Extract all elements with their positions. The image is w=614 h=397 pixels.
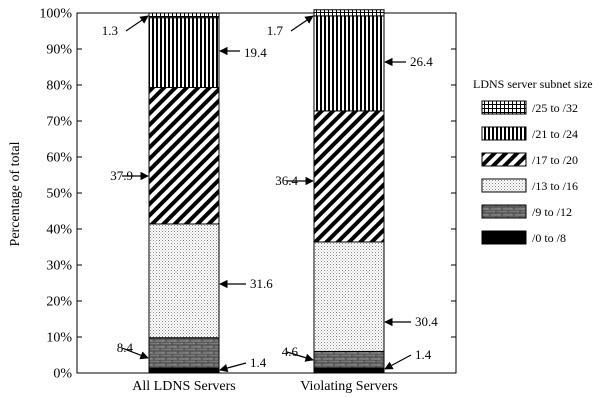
bar-segment-all-3 [148, 87, 220, 225]
y-tick-label: 10% [46, 331, 72, 346]
y-tick-label: 80% [46, 79, 72, 94]
annotation-label: 31.6 [250, 276, 273, 291]
annotation-arrow [121, 347, 149, 360]
legend-swatch [481, 204, 527, 219]
bar-segment-violating-2 [313, 241, 385, 352]
bar-segment-violating-3 [313, 110, 385, 243]
y-tick-label: 50% [46, 187, 72, 202]
annotation-arrow [384, 354, 412, 370]
legend: LDNS server subnet size /25 to /32/21 to… [473, 77, 593, 245]
bar-segment-all-1 [148, 337, 220, 369]
legend-title: LDNS server subnet size [473, 77, 593, 91]
legend-label: /9 to /12 [532, 205, 572, 219]
legend-label: /17 to /20 [532, 153, 578, 167]
annotation-label: 4.6 [282, 344, 299, 359]
y-tick-label: 40% [46, 223, 72, 238]
plot-axes [76, 12, 457, 374]
bar-segment-violating-5 [313, 9, 385, 17]
bar-segment-all-0 [148, 367, 220, 374]
legend-label: /0 to /8 [532, 231, 566, 245]
annotation-label: 26.4 [410, 54, 433, 69]
bar-segment-violating-4 [313, 15, 385, 112]
legend-swatch [481, 178, 527, 193]
legend-swatch [481, 152, 527, 167]
y-tick-label: 30% [46, 259, 72, 274]
bars [148, 9, 385, 374]
annotation-label: 37.9 [110, 168, 133, 183]
x-axis-tick-labels: All LDNS Servers Violating Servers [132, 379, 397, 394]
plot-frame [76, 12, 457, 374]
bar-segment-violating-0 [313, 367, 385, 374]
annotation-label: 8.4 [117, 340, 134, 355]
legend-swatch [481, 100, 527, 115]
legend-label: /21 to /24 [532, 127, 578, 141]
annotation-label: 36.4 [275, 173, 298, 188]
annotation-arrow [286, 351, 314, 362]
legend-label: /13 to /16 [532, 179, 578, 193]
annotation-label: 1.4 [415, 347, 432, 362]
x-tick-label: Violating Servers [300, 379, 398, 394]
legend-swatch [481, 126, 527, 141]
y-tick-label: 100% [39, 7, 72, 22]
y-tick-label: 60% [46, 151, 72, 166]
y-tick-label: 0% [53, 367, 72, 382]
y-axis-label: Percentage of total [8, 141, 23, 246]
annotation-arrow [290, 15, 314, 32]
value-annotations: 1.3 19.4 37.9 31.6 8.4 1.4 1.7 26.4 36.4 30.4 4.6 1… [102, 15, 438, 373]
bar-segment-all-5 [148, 12, 220, 19]
annotation-label: 19.4 [244, 45, 267, 60]
x-tick-label: All LDNS Servers [132, 379, 235, 394]
y-tick-label: 90% [46, 43, 72, 58]
legend-swatch [481, 230, 527, 245]
annotation-label: 1.3 [102, 23, 118, 38]
bar-segment-all-2 [148, 223, 220, 339]
annotation-label: 1.7 [267, 23, 284, 38]
y-tick-label: 20% [46, 295, 72, 310]
annotation-label: 30.4 [415, 314, 438, 329]
y-tick-label: 70% [46, 115, 72, 130]
bar-segment-all-4 [148, 17, 220, 89]
y-axis-ticks: 0% 10% 20% 30% 40% 50% 60% 70% 80% 90% 100% [39, 7, 456, 382]
legend-label: /25 to /32 [532, 101, 578, 115]
bar-segment-violating-1 [313, 350, 385, 369]
annotation-label: 1.4 [250, 355, 267, 370]
annotation-arrow [125, 15, 149, 32]
annotation-arrow [219, 362, 247, 373]
